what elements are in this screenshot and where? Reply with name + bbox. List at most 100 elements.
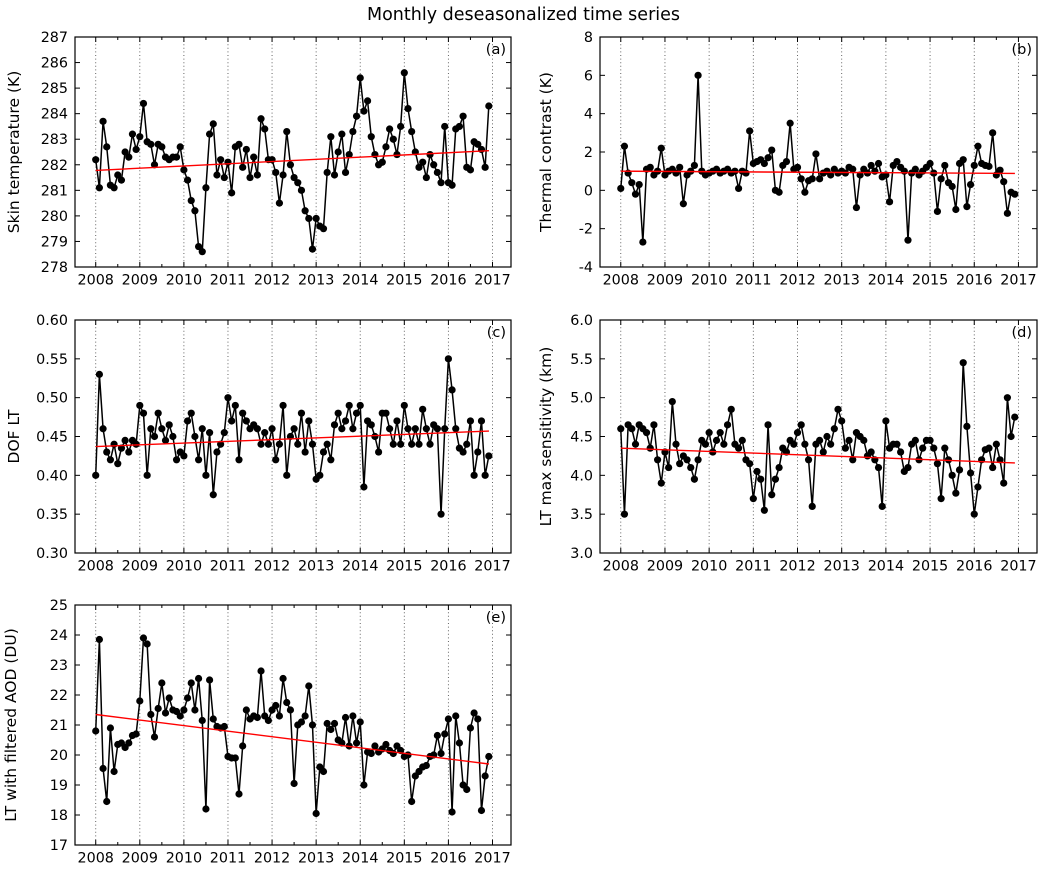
data-point <box>257 440 265 448</box>
data-point <box>106 456 115 464</box>
x-tick-label: 2015 <box>912 273 948 289</box>
data-point <box>941 444 949 452</box>
data-point <box>893 157 901 166</box>
y-tick-label: 0.35 <box>36 507 68 523</box>
data-point <box>319 767 328 776</box>
x-tick-label: 2016 <box>430 559 466 575</box>
data-point <box>147 425 155 433</box>
data-point <box>1000 479 1008 487</box>
y-tick-label: 17 <box>50 838 68 854</box>
data-point <box>349 127 357 136</box>
data-point <box>408 440 416 448</box>
data-point <box>187 196 195 205</box>
data-point <box>360 107 368 115</box>
data-point <box>639 238 647 246</box>
x-tick-label: 2015 <box>912 559 948 575</box>
panel-letter: (b) <box>1011 42 1032 58</box>
data-point <box>404 751 412 759</box>
data-point <box>114 460 122 468</box>
x-tick-label: 2010 <box>166 851 202 867</box>
data-point <box>452 425 460 433</box>
data-point <box>687 463 695 472</box>
data-point <box>114 171 122 179</box>
data-point <box>411 425 419 433</box>
x-tick-label: 2009 <box>122 559 158 575</box>
data-point <box>334 409 342 417</box>
data-point <box>985 444 993 452</box>
data-point <box>139 99 148 108</box>
data-point <box>330 719 339 728</box>
data-point <box>172 456 181 464</box>
x-tick-label: 2010 <box>691 559 727 575</box>
data-point <box>631 440 640 448</box>
y-axis-label: LT max sensitivity (km) <box>537 347 555 527</box>
data-point <box>992 440 1000 448</box>
data-point <box>382 143 390 151</box>
data-point <box>812 150 820 158</box>
data-point <box>294 179 302 187</box>
data-point <box>235 140 243 148</box>
data-point <box>323 168 331 177</box>
data-point <box>852 203 861 212</box>
data-point <box>103 143 111 151</box>
data-point <box>911 165 919 173</box>
y-tick-label: 19 <box>50 778 68 794</box>
data-point <box>242 706 250 714</box>
data-point <box>132 145 140 154</box>
y-tick-label: 0.60 <box>36 313 68 329</box>
data-point <box>360 483 368 491</box>
data-point <box>397 440 405 448</box>
data-point <box>356 74 364 82</box>
data-point <box>819 448 827 456</box>
data-point <box>356 401 364 410</box>
data-point <box>775 188 783 196</box>
data-point <box>444 715 452 723</box>
data-point <box>477 806 486 815</box>
data-point <box>941 161 949 170</box>
data-point <box>209 715 217 723</box>
data-point <box>408 797 416 806</box>
data-point <box>183 176 192 184</box>
data-point <box>172 153 181 161</box>
data-point <box>930 444 938 452</box>
data-point <box>430 161 438 169</box>
data-point <box>463 785 471 794</box>
y-axis-label: Skin temperature (K) <box>5 71 23 234</box>
data-point <box>441 730 449 738</box>
data-point <box>253 171 261 179</box>
y-tick-label: 22 <box>50 688 68 704</box>
data-point <box>286 706 295 714</box>
x-tick-label: 2011 <box>210 851 246 867</box>
data-point <box>400 69 408 77</box>
data-point <box>206 429 214 437</box>
data-point <box>386 425 394 433</box>
data-point <box>121 148 129 156</box>
data-point <box>720 440 728 448</box>
data-point <box>261 429 269 437</box>
data-point <box>209 120 217 128</box>
data-point <box>202 184 210 192</box>
data-point <box>404 425 412 433</box>
x-tick-label: 2008 <box>78 851 114 867</box>
data-point <box>646 163 654 171</box>
data-point <box>459 448 467 456</box>
data-point <box>1011 190 1019 198</box>
data-point <box>290 173 298 182</box>
data-point <box>367 133 375 141</box>
y-tick-label: 279 <box>41 234 68 250</box>
data-point <box>305 682 313 690</box>
data-point <box>154 409 162 417</box>
data-point <box>617 425 625 433</box>
y-tick-label: 284 <box>41 107 68 123</box>
data-point <box>341 168 350 177</box>
data-point <box>374 448 383 456</box>
data-point <box>121 436 129 444</box>
data-point <box>683 456 691 464</box>
data-point <box>198 425 206 433</box>
data-point <box>275 199 284 207</box>
data-point <box>481 163 489 171</box>
data-point <box>110 767 118 776</box>
data-point <box>231 401 239 410</box>
x-tick-label: 2012 <box>254 851 290 867</box>
data-point <box>452 712 460 720</box>
